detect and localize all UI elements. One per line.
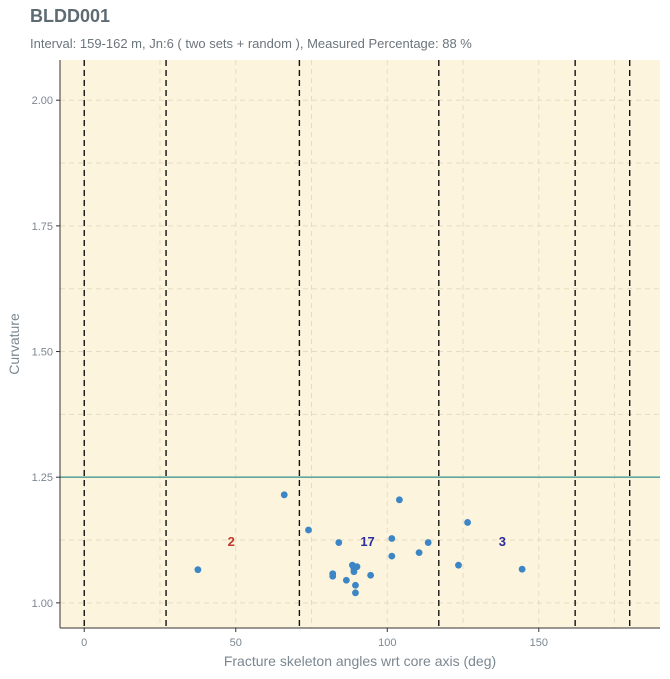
data-point (455, 561, 462, 569)
data-point (305, 526, 312, 534)
y-tick-label: 1.50 (32, 347, 53, 359)
data-point (464, 519, 471, 526)
data-point (415, 549, 423, 557)
data-point (280, 491, 288, 499)
data-point (194, 566, 202, 574)
data-point (352, 589, 359, 597)
y-tick-label: 1.00 (32, 598, 53, 610)
x-axis-label: Fracture skeleton angles wrt core axis (… (224, 653, 496, 669)
x-tick-label: 100 (378, 637, 396, 649)
y-axis-label: Curvature (6, 313, 22, 375)
x-tick-label: 50 (230, 637, 242, 649)
x-axis-ticks: 0 50 100 150 (81, 628, 548, 649)
cluster-annotations: 2 17 3 (228, 534, 506, 549)
x-tick-label: 0 (81, 637, 87, 649)
data-point (350, 568, 358, 576)
data-point (388, 552, 396, 560)
data-point (518, 565, 526, 573)
cluster-count-label: 3 (499, 534, 506, 549)
chart-title: BLDD001 (30, 6, 111, 26)
data-point (424, 539, 432, 546)
x-tick-label: 150 (530, 637, 548, 649)
data-point (329, 572, 337, 580)
axes (59, 60, 660, 629)
cluster-count-label: 17 (360, 534, 374, 549)
chart-subtitle: Interval: 159-162 m, Jn:6 ( two sets + r… (30, 36, 472, 51)
y-axis-ticks: 1.00 1.25 1.50 1.75 2.00 (32, 95, 60, 610)
data-point (388, 535, 396, 542)
cluster-count-label: 2 (228, 534, 235, 549)
vertical-dashed-lines (83, 60, 631, 628)
data-point (352, 581, 359, 589)
data-point (342, 576, 350, 584)
y-tick-label: 2.00 (32, 95, 53, 107)
data-point (353, 563, 361, 571)
y-tick-label: 1.25 (32, 472, 53, 484)
data-point (367, 571, 375, 579)
data-point (395, 496, 403, 504)
y-tick-label: 1.75 (32, 221, 53, 233)
data-point (335, 539, 343, 546)
data-points (194, 491, 526, 597)
